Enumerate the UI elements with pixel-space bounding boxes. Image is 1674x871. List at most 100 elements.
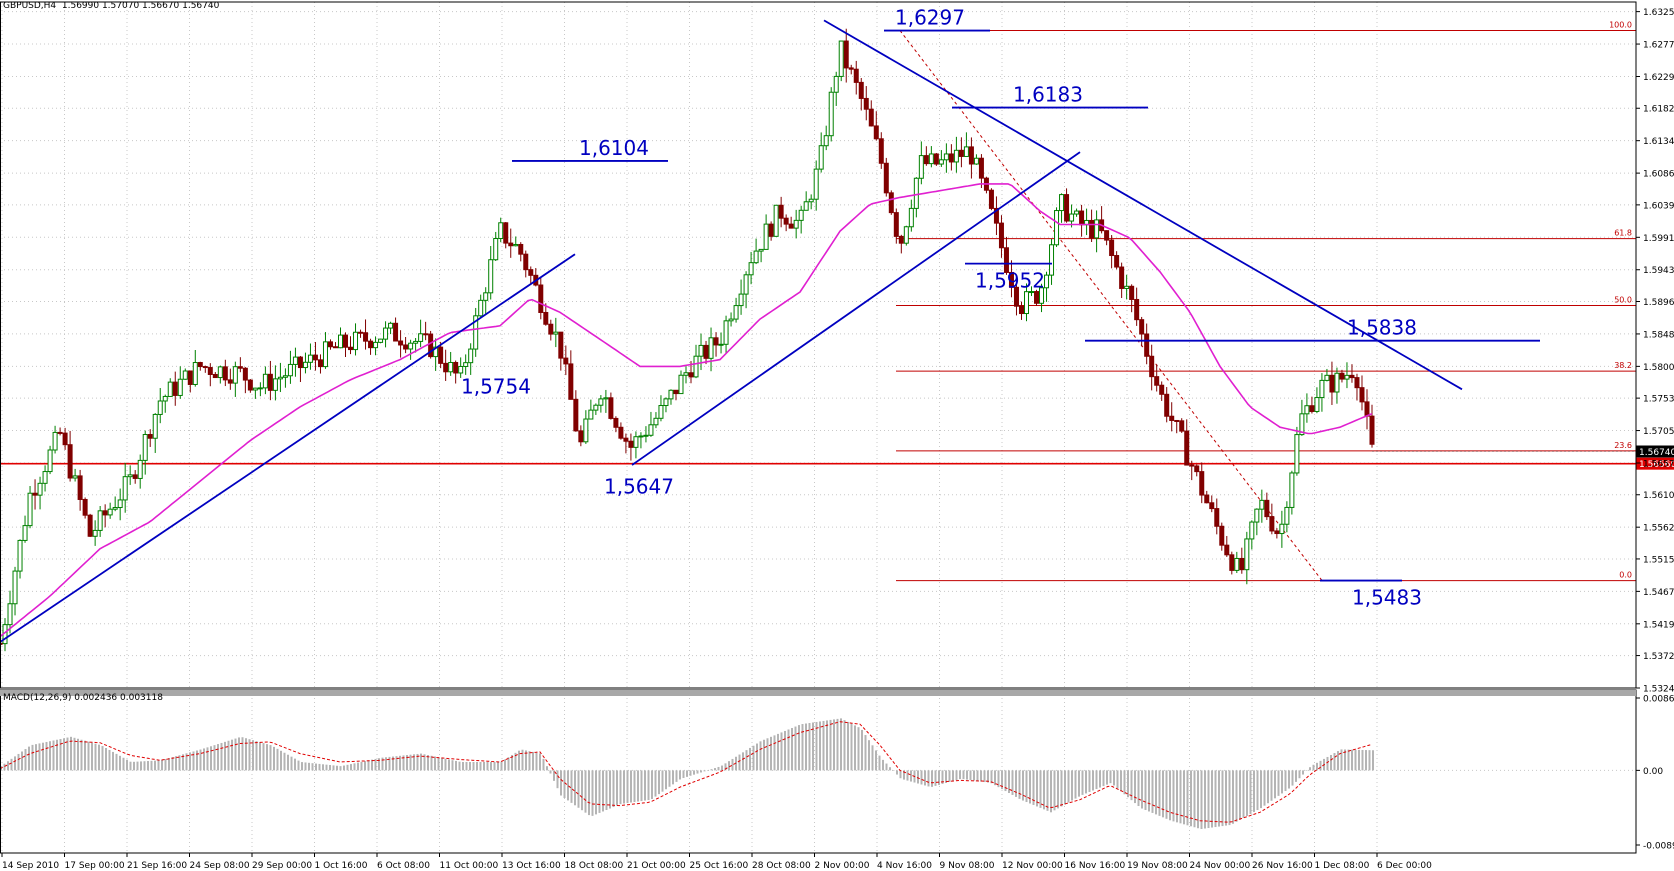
macd-bar	[696, 770, 699, 774]
macd-bar	[409, 754, 412, 771]
candle-body	[1139, 319, 1145, 335]
candle-body	[192, 362, 198, 385]
macd-bar	[756, 743, 758, 771]
macd-bar	[441, 757, 443, 771]
candle-body	[458, 365, 464, 374]
macd-bar	[1344, 749, 1346, 771]
candle-body	[1018, 305, 1024, 315]
candle-body	[1264, 499, 1270, 518]
macd-bar	[679, 770, 681, 780]
candle-body	[448, 361, 454, 373]
macd-bar	[812, 722, 814, 771]
macd-bar	[1211, 770, 1213, 828]
macd-bar	[952, 770, 954, 781]
price-tick-label: 1.57530	[1643, 395, 1674, 405]
fib-label: 50.0	[1614, 296, 1632, 305]
macd-bar	[966, 770, 968, 780]
macd-bar	[28, 746, 30, 771]
candle-body	[122, 476, 128, 501]
macd-bar	[703, 770, 706, 772]
candle-body	[408, 342, 414, 350]
candle-body	[503, 222, 509, 244]
candle-body	[853, 68, 859, 83]
candle-body	[1334, 372, 1340, 393]
macd-bar	[1351, 749, 1353, 771]
candle-body	[728, 318, 734, 322]
macd-bar	[1312, 764, 1315, 771]
candle-body	[232, 366, 238, 384]
macd-bar	[1246, 770, 1248, 816]
macd-bar	[66, 737, 69, 771]
macd-bar	[490, 761, 492, 771]
macd-bar	[196, 750, 198, 771]
symbol-header: GBPUSD,H4 1.56990 1.57070 1.56670 1.5674…	[3, 1, 220, 11]
candle-body	[222, 366, 228, 381]
candle-body	[808, 198, 814, 203]
candle-body	[933, 153, 939, 165]
macd-bar	[336, 765, 338, 771]
macd-bar	[1071, 770, 1073, 801]
candle-body	[42, 471, 48, 484]
macd-bar	[773, 735, 776, 771]
macd-bar	[1183, 770, 1185, 825]
candle-body	[197, 362, 203, 368]
panel-separator	[0, 690, 1636, 696]
macd-bar	[1039, 770, 1042, 808]
macd-bar	[742, 752, 744, 771]
macd-bar	[1274, 770, 1276, 799]
candle-body	[988, 189, 994, 209]
macd-bar	[728, 761, 730, 771]
candle-body	[177, 378, 183, 396]
macd-bar	[987, 770, 989, 783]
macd-bar	[840, 718, 842, 771]
candle-body	[1279, 523, 1285, 535]
macd-bar	[973, 770, 975, 781]
macd-bar	[518, 750, 520, 771]
candle-body	[1104, 230, 1110, 241]
macd-bar	[437, 757, 440, 771]
candle-body	[1094, 219, 1100, 239]
macd-bar	[847, 721, 849, 771]
macd-bar	[1228, 770, 1231, 826]
candle-body	[1299, 413, 1305, 436]
candle-body	[1349, 374, 1355, 379]
candle-body	[1269, 516, 1275, 532]
macd-bar	[1148, 770, 1150, 812]
candle-body	[307, 354, 313, 363]
macd-bar	[1169, 770, 1171, 821]
macd-bar	[458, 761, 461, 771]
macd-bar	[84, 740, 86, 771]
macd-bar	[280, 750, 282, 771]
candle-body	[358, 331, 364, 334]
candle-body	[968, 146, 974, 165]
candle-body	[77, 475, 83, 500]
time-tick-label: 13 Oct 16:00	[502, 861, 561, 871]
candle-body	[673, 389, 679, 395]
macd-bar	[994, 770, 996, 786]
macd-bar	[906, 770, 909, 781]
macd-bar	[910, 770, 912, 782]
macd-bar	[175, 756, 177, 771]
candle-body	[1109, 239, 1115, 257]
macd-bar	[1008, 770, 1010, 794]
candle-body	[508, 242, 514, 247]
macd-bar	[451, 760, 454, 771]
candle-body	[1003, 247, 1009, 273]
macd-bar	[1302, 770, 1304, 775]
level-label: 1,6297	[895, 6, 965, 30]
macd-bar	[1337, 751, 1339, 771]
candle-body	[162, 395, 168, 402]
candle-body	[1023, 291, 1029, 315]
candle-body	[603, 397, 609, 400]
price-tick-label: 1.63250	[1643, 8, 1674, 18]
macd-bar	[406, 755, 408, 771]
macd-bar	[619, 770, 622, 805]
candle-body	[403, 344, 409, 350]
candle-body	[157, 400, 163, 415]
macd-bar	[1036, 770, 1038, 807]
macd-bar	[371, 759, 373, 771]
macd-bar	[171, 757, 174, 771]
macd-bar	[651, 770, 653, 800]
candle-body	[1214, 508, 1220, 527]
candle-body	[773, 204, 779, 237]
